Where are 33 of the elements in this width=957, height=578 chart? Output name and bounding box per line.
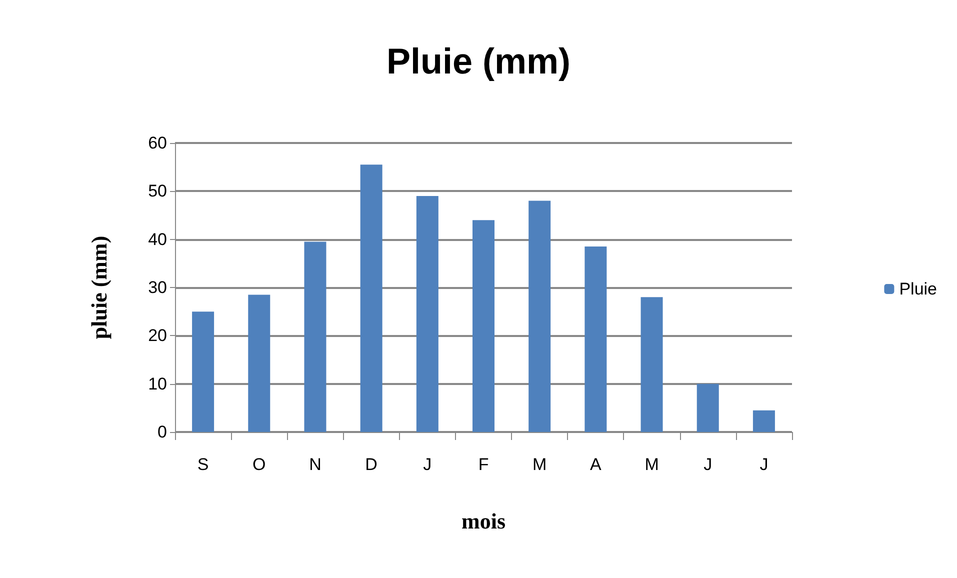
y-tick-label: 40 bbox=[148, 230, 167, 249]
bar bbox=[360, 164, 382, 432]
y-tick-label: 30 bbox=[148, 278, 167, 297]
y-axis-title: pluie (mm) bbox=[86, 236, 112, 340]
x-tick-label: J bbox=[423, 455, 432, 474]
y-tick-label: 60 bbox=[148, 134, 167, 152]
y-tick-label: 20 bbox=[148, 326, 167, 346]
x-tick-label: D bbox=[365, 455, 378, 474]
bar bbox=[640, 297, 663, 432]
y-tick-label: 50 bbox=[148, 182, 167, 201]
x-tick-label: M bbox=[644, 455, 659, 474]
chart-title: Pluie (mm) bbox=[386, 40, 571, 82]
x-tick-label: F bbox=[478, 455, 489, 474]
x-tick-label: J bbox=[760, 455, 768, 474]
x-tick-label: N bbox=[309, 455, 322, 474]
y-tick-label: 10 bbox=[148, 374, 167, 394]
x-tick-label: O bbox=[252, 455, 266, 474]
bar bbox=[416, 196, 438, 432]
bar bbox=[304, 242, 326, 432]
bar bbox=[528, 200, 551, 432]
legend-label: Pluie bbox=[899, 280, 938, 298]
x-tick-label: S bbox=[197, 455, 209, 474]
bar bbox=[472, 220, 494, 432]
bar bbox=[752, 410, 775, 432]
x-tick-label: A bbox=[590, 455, 602, 474]
bar bbox=[248, 294, 270, 432]
x-axis-title: mois bbox=[462, 508, 506, 534]
bar bbox=[584, 246, 607, 432]
y-tick-label: 0 bbox=[158, 422, 167, 442]
x-tick-label: J bbox=[704, 455, 712, 474]
x-tick-label: M bbox=[532, 455, 547, 474]
bar bbox=[192, 312, 214, 432]
bar bbox=[696, 384, 719, 432]
